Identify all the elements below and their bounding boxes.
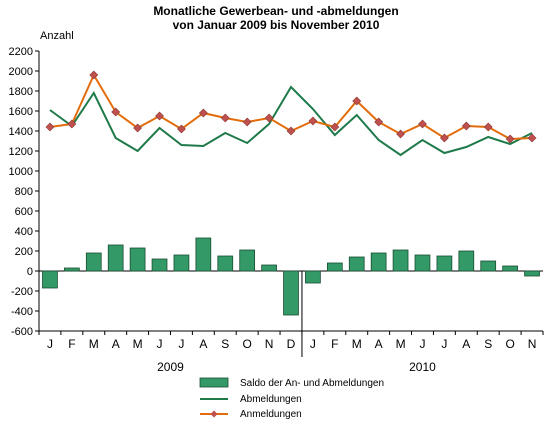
- y-tick-label: 1400: [9, 126, 33, 138]
- x-tick-label: M: [89, 337, 99, 351]
- bar: [414, 254, 431, 272]
- x-tick-label: F: [331, 337, 338, 351]
- chart-title: Monatliche Gewerbean- und -abmeldungen: [153, 4, 399, 18]
- bar: [64, 267, 80, 272]
- bar: [480, 260, 497, 272]
- bar: [458, 250, 475, 272]
- data-point-anmeldungen: [374, 117, 384, 127]
- x-tick-label: O: [505, 337, 514, 351]
- data-point-anmeldungen: [483, 122, 493, 132]
- bar: [195, 237, 212, 272]
- bar: [42, 270, 58, 289]
- bar: [370, 252, 387, 272]
- y-tick-label: 800: [15, 186, 33, 198]
- y-tick-label: 1200: [9, 146, 33, 158]
- data-point-anmeldungen: [155, 111, 164, 121]
- x-tick-label: J: [310, 337, 316, 351]
- x-tick-label: N: [265, 337, 274, 351]
- year-label-2009: 2009: [157, 360, 184, 374]
- y-tick-label: 600: [15, 206, 33, 218]
- data-point-anmeldungen: [308, 116, 318, 126]
- y-tick-label: -200: [11, 286, 33, 298]
- bar: [305, 270, 321, 284]
- data-point-anmeldungen: [133, 123, 143, 133]
- data-point-anmeldungen: [330, 122, 340, 132]
- x-tick-label: J: [419, 337, 425, 351]
- y-tick-label: 1800: [9, 86, 33, 98]
- legend-label-saldo: Saldo der An- und Abmeldungen: [240, 378, 384, 389]
- bar: [239, 249, 256, 272]
- legend-marker-anmeldungen: [210, 410, 218, 418]
- data-point-anmeldungen: [111, 107, 121, 117]
- data-point-anmeldungen: [264, 113, 274, 123]
- y-tick-label: -400: [11, 306, 33, 318]
- data-point-anmeldungen: [461, 121, 471, 131]
- x-tick-label: A: [375, 337, 383, 351]
- x-tick-label: M: [352, 337, 362, 351]
- bar: [326, 262, 343, 272]
- data-point-anmeldungen: [439, 133, 449, 143]
- bar: [85, 252, 102, 272]
- x-tick-label: D: [287, 337, 296, 351]
- bar: [502, 265, 518, 272]
- year-label-2010: 2010: [409, 360, 436, 374]
- y-tick-label: -600: [11, 326, 33, 338]
- x-tick-label: S: [221, 337, 229, 351]
- y-tick-label: 0: [27, 266, 33, 278]
- x-tick-label: F: [68, 337, 75, 351]
- bar: [261, 264, 277, 272]
- data-point-anmeldungen: [89, 70, 99, 80]
- x-tick-label: S: [484, 337, 492, 351]
- y-tick-label: 1000: [9, 166, 33, 178]
- data-point-anmeldungen: [198, 108, 208, 118]
- x-tick-label: N: [528, 337, 537, 351]
- y-tick-label: 200: [15, 246, 33, 258]
- data-point-anmeldungen: [396, 129, 405, 139]
- x-tick-label: A: [462, 337, 470, 351]
- data-point-anmeldungen: [352, 96, 362, 106]
- data-point-anmeldungen: [527, 133, 537, 143]
- data-point-anmeldungen: [67, 119, 77, 129]
- series-line-abmeldungen: [49, 85, 533, 157]
- y-axis-label: Anzahl: [40, 30, 74, 42]
- legend-swatch-saldo: [199, 377, 229, 388]
- x-tick-label: J: [47, 337, 53, 351]
- bar: [217, 255, 234, 272]
- y-tick-label: 1600: [9, 106, 33, 118]
- x-tick-label: M: [133, 337, 143, 351]
- legend-label-anmeldungen: Anmeldungen: [240, 409, 302, 420]
- data-point-anmeldungen: [177, 124, 186, 134]
- x-tick-label: O: [243, 337, 252, 351]
- bar: [151, 258, 168, 272]
- y-tick-label: 2000: [9, 66, 33, 78]
- bar: [524, 270, 540, 277]
- data-point-anmeldungen: [418, 119, 427, 129]
- legend-label-abmeldungen: Abmeldungen: [240, 394, 302, 405]
- bar: [436, 255, 453, 272]
- y-tick-label: 2200: [9, 46, 33, 58]
- x-tick-label: A: [199, 337, 207, 351]
- data-point-anmeldungen: [220, 113, 230, 123]
- data-point-anmeldungen: [45, 122, 55, 132]
- x-tick-label: J: [178, 337, 184, 351]
- y-tick-label: 400: [15, 226, 33, 238]
- data-point-anmeldungen: [286, 126, 296, 136]
- x-tick-label: A: [112, 337, 120, 351]
- data-point-anmeldungen: [505, 134, 515, 144]
- data-point-anmeldungen: [242, 117, 252, 127]
- chart-subtitle: von Januar 2009 bis November 2010: [172, 18, 380, 32]
- bar: [348, 256, 365, 272]
- bar: [392, 249, 409, 272]
- bar: [173, 254, 190, 272]
- x-tick-label: J: [441, 337, 447, 351]
- x-tick-label: M: [396, 337, 406, 351]
- bar: [129, 247, 146, 272]
- x-tick-label: J: [157, 337, 163, 351]
- bar: [107, 244, 124, 272]
- bar: [283, 270, 299, 316]
